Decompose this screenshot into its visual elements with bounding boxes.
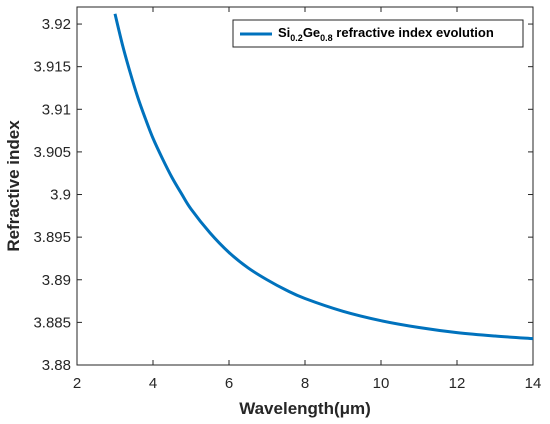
- legend-base-si: Si: [278, 25, 290, 40]
- x-axis-ticks: 2 4 6 8 10 12 14: [73, 7, 542, 392]
- y-tick-label: 3.915: [33, 59, 71, 76]
- y-tick-label: 3.88: [42, 357, 71, 374]
- legend-sub-ge: 0.8: [320, 33, 333, 43]
- y-tick-label: 3.905: [33, 144, 71, 161]
- series-line: [113, 13, 534, 341]
- x-tick-label: 6: [225, 375, 233, 392]
- y-axis-label: Refractive index: [4, 120, 23, 252]
- x-tick-label: 2: [73, 375, 81, 392]
- legend-base-ge: Ge: [303, 25, 320, 40]
- x-tick-label: 8: [301, 375, 309, 392]
- x-tick-label: 14: [525, 375, 542, 392]
- legend-box: [232, 19, 524, 48]
- y-tick-label: 3.89: [42, 272, 71, 289]
- legend-tail: refractive index evolution: [333, 25, 494, 40]
- y-tick-label: 3.9: [50, 187, 71, 204]
- plot-area: [76, 6, 534, 366]
- x-tick-label: 4: [149, 375, 157, 392]
- legend-sub-si: 0.2: [290, 33, 303, 43]
- y-tick-label: 3.91: [42, 101, 71, 118]
- x-axis-label: Wavelength(μm): [239, 399, 371, 418]
- x-tick-label: 12: [449, 375, 466, 392]
- y-tick-label: 3.885: [33, 314, 71, 331]
- x-tick-label: 10: [373, 375, 390, 392]
- y-tick-label: 3.92: [42, 16, 71, 33]
- y-axis-ticks: 3.88 3.885 3.89 3.895 3.9 3.905 3.91 3.915 3.92: [33, 16, 533, 374]
- legend: Si0.2Ge0.8 refractive index evolution: [232, 19, 524, 48]
- legend-label: Si0.2Ge0.8 refractive index evolution: [278, 25, 494, 43]
- y-tick-label: 3.895: [33, 229, 71, 246]
